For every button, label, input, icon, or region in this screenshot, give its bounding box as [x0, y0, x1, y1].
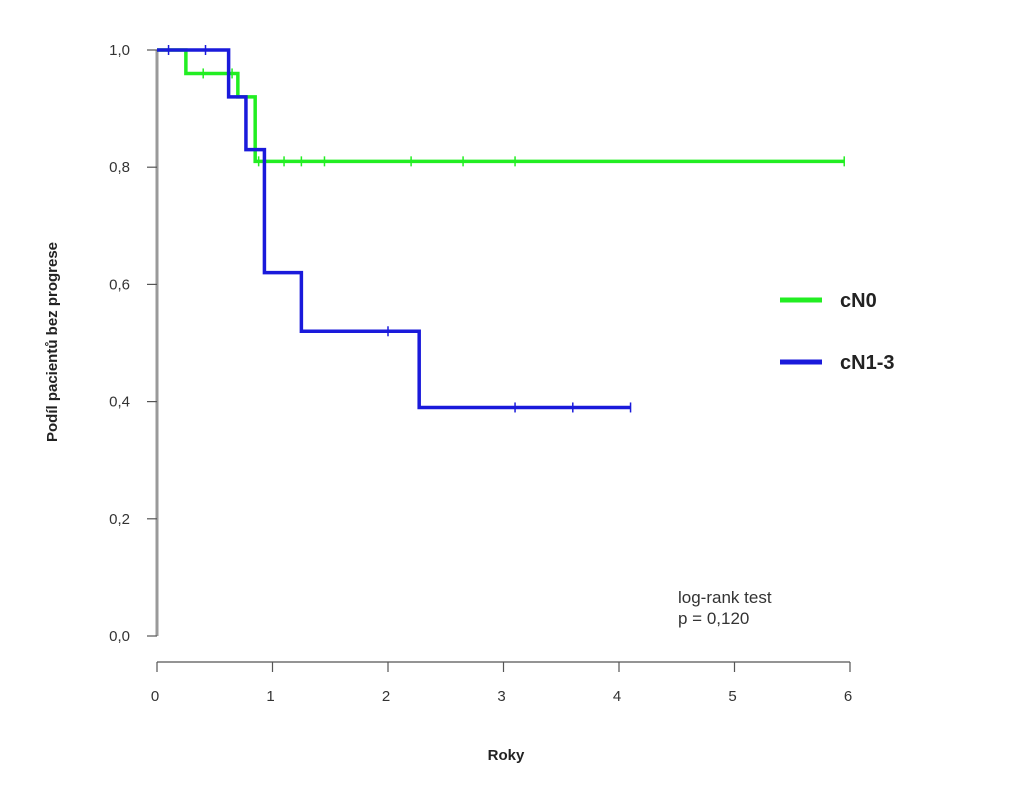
x-tick-label: 5: [728, 688, 736, 705]
y-tick-label: 0,6: [109, 276, 130, 293]
x-tick-label: 3: [497, 688, 505, 705]
x-tick-label: 1: [266, 688, 274, 705]
y-axis-ticks: 0,0 0,2 0,4 0,6 0,8 1,0: [109, 42, 157, 645]
y-tick-label: 0,8: [109, 159, 130, 176]
x-tick-label: 2: [382, 688, 390, 705]
annotation-test-name: log-rank test: [678, 588, 772, 607]
series-line-cN0: [157, 48, 845, 164]
y-axis-title: Podíl pacientů bez progrese: [44, 242, 61, 442]
x-tick-label: 0: [151, 688, 159, 705]
series-line-cN1-3: [157, 48, 631, 410]
legend: cN0 cN1-3: [780, 290, 894, 374]
y-tick-label: 0,4: [109, 394, 130, 411]
annotation-p-value: p = 0,120: [678, 609, 749, 628]
x-axis-ticks: 0 1 2 3 4 5 6: [151, 662, 852, 705]
y-tick-label: 0,2: [109, 511, 130, 528]
y-tick-label: 1,0: [109, 42, 130, 59]
x-tick-label: 6: [844, 688, 852, 705]
x-tick-label: 4: [613, 688, 621, 705]
x-axis-title: Roky: [488, 747, 525, 764]
legend-label-cN1-3: cN1-3: [840, 352, 894, 374]
legend-label-cN0: cN0: [840, 290, 877, 312]
y-tick-label: 0,0: [109, 628, 130, 645]
series-layer: [157, 45, 845, 413]
axes: [155, 50, 850, 663]
